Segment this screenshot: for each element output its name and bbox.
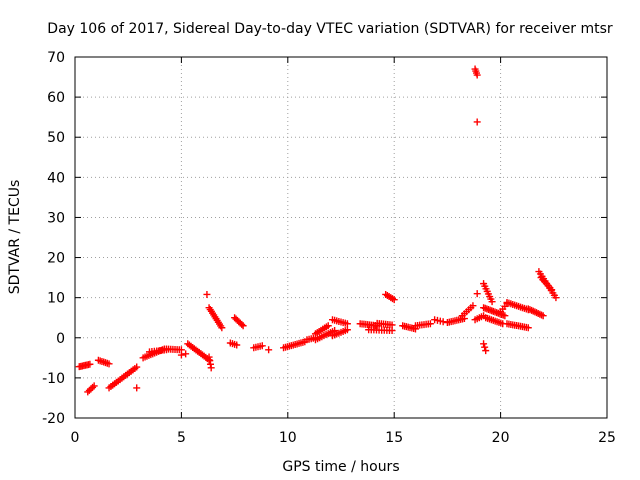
y-tick-label: 30	[47, 210, 65, 226]
data-point	[501, 312, 509, 320]
y-axis-label: SDTVAR / TECUs	[7, 180, 23, 295]
data-point	[524, 324, 532, 332]
data-point	[473, 118, 481, 126]
data-point	[343, 320, 351, 328]
data-point	[238, 320, 246, 328]
data-point	[133, 384, 141, 392]
data-points	[75, 65, 560, 396]
data-point	[473, 290, 481, 298]
x-tick-label: 0	[71, 430, 80, 446]
data-point	[258, 342, 266, 350]
data-point	[133, 363, 141, 371]
data-point	[206, 357, 214, 365]
data-point	[539, 312, 547, 320]
x-axis-label: GPS time / hours	[282, 459, 399, 475]
data-point	[105, 360, 113, 368]
data-point	[488, 298, 496, 306]
data-point	[324, 322, 332, 330]
y-tick-label: -20	[42, 411, 65, 427]
y-tick-label: 0	[56, 331, 65, 347]
y-tick-label: -10	[42, 371, 65, 387]
axis-ticks: 0 5 10 15 20 25 -20 -10 0 10 20 30 40 50 60 70	[42, 50, 616, 446]
x-tick-label: 20	[492, 430, 510, 446]
data-point	[203, 290, 211, 298]
y-tick-label: 60	[47, 90, 65, 106]
x-tick-label: 25	[598, 430, 616, 446]
data-point	[90, 382, 98, 390]
chart-title: Day 106 of 2017, Sidereal Day-to-day VTE…	[47, 21, 613, 37]
data-point	[473, 71, 481, 79]
x-tick-label: 15	[385, 430, 403, 446]
y-tick-label: 50	[47, 130, 65, 146]
data-point	[480, 340, 488, 348]
data-point	[207, 364, 215, 372]
data-point	[233, 341, 241, 349]
data-point	[182, 350, 190, 358]
y-tick-label: 70	[47, 50, 65, 66]
data-point	[86, 360, 94, 368]
data-point	[218, 324, 226, 332]
data-point	[481, 343, 489, 351]
data-point	[239, 322, 247, 330]
data-point	[206, 360, 214, 368]
y-tick-label: 10	[47, 291, 65, 307]
plot-frame	[74, 56, 608, 419]
grid-lines	[75, 57, 607, 418]
data-point	[426, 320, 434, 328]
x-tick-label: 10	[279, 430, 297, 446]
x-tick-label: 5	[177, 430, 186, 446]
data-point	[388, 321, 396, 329]
data-point	[177, 351, 185, 359]
y-tick-label: 40	[47, 170, 65, 186]
data-point	[548, 286, 556, 294]
data-point	[265, 346, 273, 354]
data-point	[343, 326, 351, 334]
data-point	[205, 353, 213, 361]
data-point	[390, 296, 398, 304]
data-point	[469, 302, 477, 310]
data-point	[482, 347, 490, 355]
y-tick-label: 20	[47, 251, 65, 267]
data-point	[552, 294, 560, 302]
data-point	[89, 383, 97, 391]
data-point	[439, 318, 447, 326]
